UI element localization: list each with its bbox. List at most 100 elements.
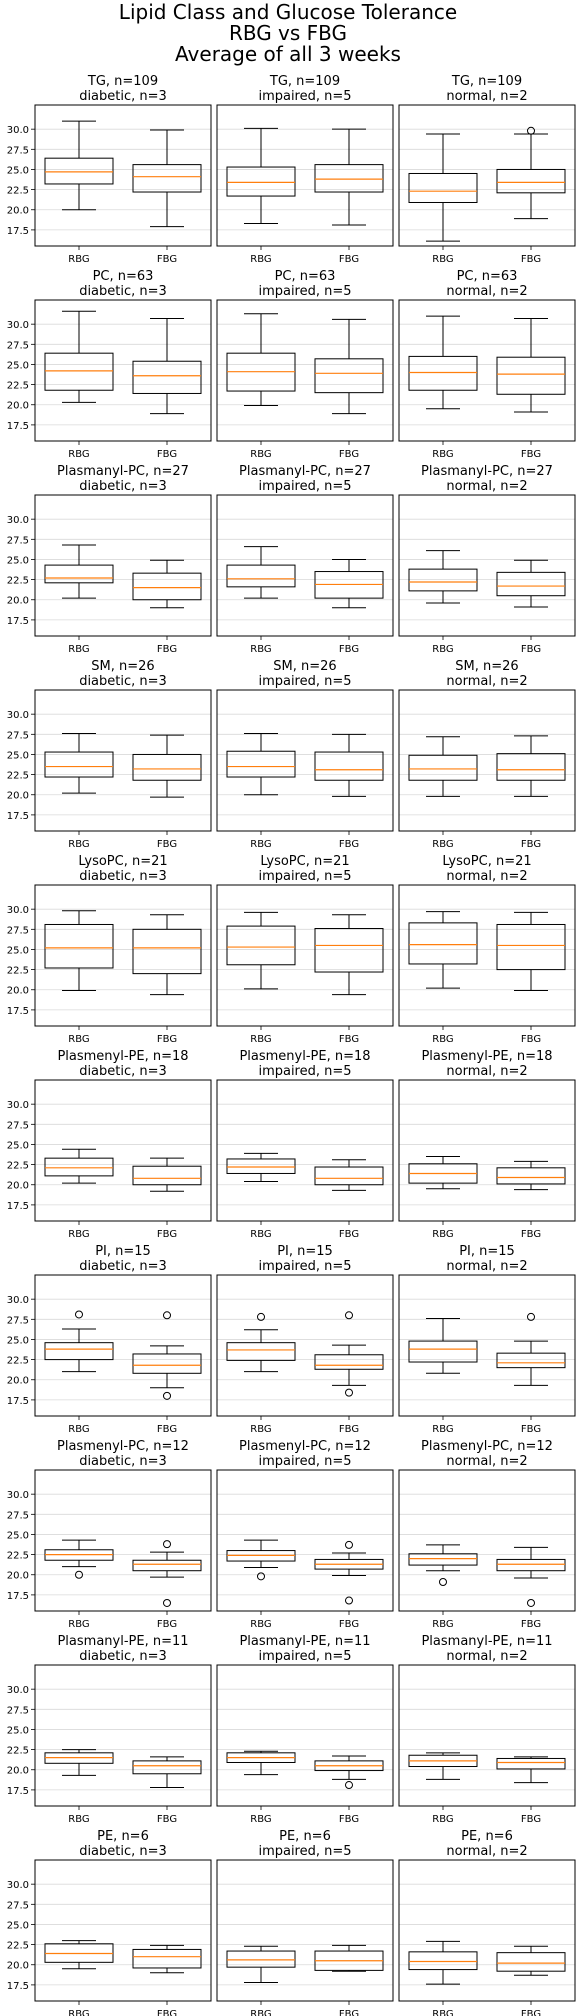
box-iqr <box>226 166 296 197</box>
box-iqr <box>496 168 566 194</box>
panel-title-class: Plasmanyl-PC, n=27 <box>239 464 371 479</box>
x-tick-label: RBG <box>432 644 453 655</box>
panel-title-group: diabetic, n=3 <box>79 1064 167 1079</box>
box-iqr <box>496 753 566 781</box>
flier-point <box>345 1540 353 1549</box>
y-tick-label: 30.0 <box>7 320 29 331</box>
box-iqr <box>44 157 114 185</box>
box-iqr <box>496 356 566 395</box>
panel-title-class: Plasmenyl-PE, n=18 <box>57 1049 188 1064</box>
x-tick-label: RBG <box>432 1619 453 1630</box>
panel-title-class: Plasmanyl-PC, n=27 <box>57 464 189 479</box>
x-tick-label: RBG <box>68 1424 89 1435</box>
panel-frame <box>216 1274 394 1417</box>
panel-title-group: normal, n=2 <box>446 1649 527 1664</box>
box-iqr <box>44 1342 114 1361</box>
figure-title-line-3: Average of all 3 weeks <box>175 42 401 66</box>
box-iqr <box>314 1166 384 1186</box>
x-tick-label: FBG <box>157 1229 177 1240</box>
x-tick-label: RBG <box>250 1034 271 1045</box>
y-tick-label: 25.0 <box>7 1725 29 1736</box>
panel-title-class: Plasmenyl-PC, n=12 <box>57 1439 189 1454</box>
x-tick-label: FBG <box>157 1034 177 1045</box>
y-tick-label: 17.5 <box>7 1981 29 1992</box>
x-tick-label: RBG <box>68 1229 89 1240</box>
panel-title-class: PI, n=15 <box>459 1244 515 1259</box>
box-iqr <box>132 572 202 601</box>
panel-title-group: impaired, n=5 <box>258 1454 351 1469</box>
box-iqr <box>496 1757 566 1770</box>
figure-title-line-2: RBG vs FBG <box>228 21 348 45</box>
y-tick-label: 22.5 <box>7 1161 29 1172</box>
panel-title-group: diabetic, n=3 <box>79 1259 167 1274</box>
panel-frame <box>34 299 212 442</box>
panel-frame <box>398 1274 576 1417</box>
y-tick-label: 20.0 <box>7 206 29 217</box>
panel-title-group: normal, n=2 <box>446 1064 527 1079</box>
panel-title-class: PI, n=15 <box>277 1244 333 1259</box>
panel-frame <box>216 884 394 1027</box>
x-tick-label: RBG <box>432 1424 453 1435</box>
x-tick-label: RBG <box>68 1034 89 1045</box>
y-tick-label: 25.0 <box>7 945 29 956</box>
box-iqr <box>496 1952 566 1972</box>
y-tick-label: 22.5 <box>7 576 29 587</box>
box-iqr <box>132 1353 202 1374</box>
panel-title-group: normal, n=2 <box>446 479 527 494</box>
box-iqr <box>44 1157 114 1177</box>
panel-title-class: TG, n=109 <box>87 74 158 89</box>
y-tick-label: 20.0 <box>7 1181 29 1192</box>
y-tick-label: 30.0 <box>7 1295 29 1306</box>
box-iqr <box>132 1559 202 1572</box>
box-iqr <box>226 750 296 778</box>
panel-frame <box>216 1079 394 1222</box>
x-tick-label: FBG <box>521 1619 541 1630</box>
panel-frame <box>34 1274 212 1417</box>
x-tick-label: FBG <box>157 1424 177 1435</box>
panel-title-class: LysoPC, n=21 <box>442 854 531 869</box>
panel-title-group: normal, n=2 <box>446 1259 527 1274</box>
panel-title-class: Plasmenyl-PE, n=18 <box>421 1049 552 1064</box>
x-tick-label: FBG <box>339 1034 359 1045</box>
y-tick-label: 27.5 <box>7 1120 29 1131</box>
x-tick-label: FBG <box>157 839 177 850</box>
flier-point <box>163 1311 171 1320</box>
flier-point <box>75 1310 83 1319</box>
box-iqr <box>408 355 478 391</box>
x-tick-label: RBG <box>250 1229 271 1240</box>
y-tick-label: 30.0 <box>7 515 29 526</box>
y-tick-label: 17.5 <box>7 1201 29 1212</box>
panel-frame <box>398 1469 576 1612</box>
flier-point <box>257 1312 265 1321</box>
panel-title-class: PE, n=6 <box>279 1829 331 1844</box>
panel-title-class: Plasmenyl-PE, n=18 <box>239 1049 370 1064</box>
y-tick-label: 30.0 <box>7 1880 29 1891</box>
y-tick-label: 25.0 <box>7 1530 29 1541</box>
panel-title-group: diabetic, n=3 <box>79 1454 167 1469</box>
y-tick-label: 20.0 <box>7 596 29 607</box>
panel-frame <box>398 299 576 442</box>
y-tick-label: 27.5 <box>7 1510 29 1521</box>
panel-title-group: diabetic, n=3 <box>79 869 167 884</box>
x-tick-label: FBG <box>157 1814 177 1825</box>
box-iqr <box>132 1165 202 1186</box>
x-tick-label: RBG <box>250 254 271 265</box>
panel-frame <box>398 1859 576 2002</box>
x-tick-label: FBG <box>157 449 177 460</box>
x-tick-label: FBG <box>339 644 359 655</box>
box-iqr <box>314 358 384 394</box>
panel-frame <box>216 1664 394 1807</box>
x-tick-label: RBG <box>68 1814 89 1825</box>
x-tick-label: FBG <box>339 1619 359 1630</box>
x-tick-label: RBG <box>250 449 271 460</box>
x-tick-label: RBG <box>432 1229 453 1240</box>
y-tick-label: 20.0 <box>7 986 29 997</box>
panel-title-group: impaired, n=5 <box>258 869 351 884</box>
y-tick-label: 25.0 <box>7 360 29 371</box>
panel-title-group: diabetic, n=3 <box>79 1844 167 1859</box>
y-tick-label: 27.5 <box>7 340 29 351</box>
x-tick-label: FBG <box>157 1619 177 1630</box>
x-tick-label: FBG <box>339 449 359 460</box>
panel-title-group: normal, n=2 <box>446 89 527 104</box>
panel-title-group: impaired, n=5 <box>258 1259 351 1274</box>
